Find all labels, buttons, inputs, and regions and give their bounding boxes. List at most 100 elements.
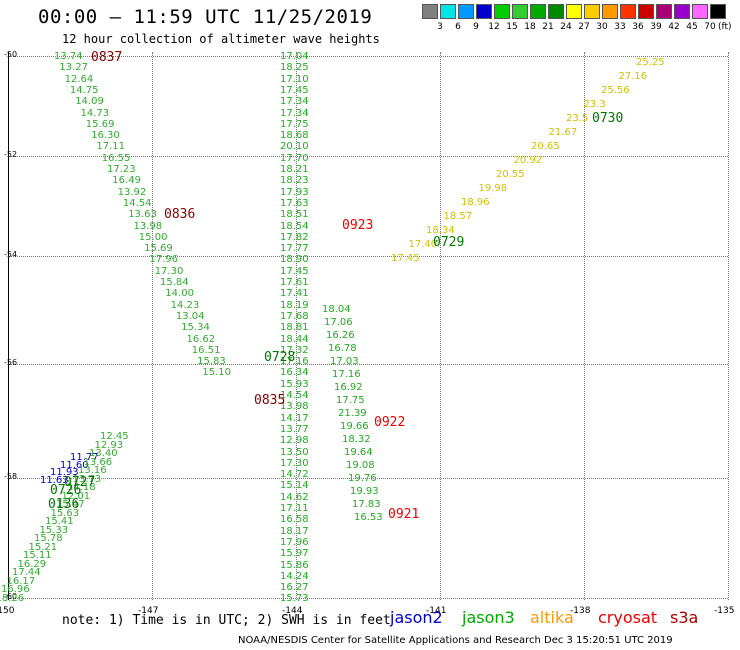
credit-line: NOAA/NESDIS Center for Satellite Applica… [238, 635, 673, 646]
swh-value: 17.03 [330, 356, 359, 367]
swh-value: 17.75 [336, 395, 365, 406]
lat-label: -54 [4, 250, 18, 259]
swh-value: 19.66 [340, 421, 369, 432]
swh-value: 14.62 [280, 491, 309, 503]
swh-value: 14.09 [75, 96, 104, 108]
swh-value: 14.24 [280, 570, 309, 582]
pass-time-label: 0836 [164, 207, 196, 222]
map-title: 00:00 – 11:59 UTC 11/25/2019 [38, 6, 373, 28]
swh-value: 18.51 [280, 209, 309, 221]
legend-label: 30 [596, 22, 608, 32]
lat-label: -52 [4, 150, 18, 159]
swh-value: 20.55 [496, 169, 525, 180]
pass-time-label: 0923 [342, 218, 374, 233]
swh-value: 25.56 [601, 85, 630, 96]
swh-value: 15.73 [280, 593, 309, 605]
satellite-name: jason3 [462, 608, 515, 627]
swh-value: 19.64 [344, 447, 373, 458]
satellite-name: altika [530, 608, 574, 627]
swh-value: 18.26 [0, 592, 25, 604]
legend-label: 21 [542, 22, 554, 32]
swh-value: 13.40 [89, 448, 118, 459]
map-subtitle: 12 hour collection of altimeter wave hei… [62, 32, 380, 46]
swh-value: 14.75 [69, 84, 99, 96]
swh-value: 17.06 [324, 317, 353, 328]
swh-value: 15.14 [280, 480, 309, 492]
legend-label: 45 [686, 22, 698, 32]
legend-swatch [494, 4, 510, 19]
meridian-line [440, 52, 441, 600]
swh-value: 16.17 [6, 575, 36, 587]
swh-value: 17.34 [280, 96, 309, 108]
swh-value: 16.26 [326, 330, 355, 341]
swh-value: 13.98 [133, 220, 163, 232]
swh-value: 13.16 [78, 465, 107, 476]
pass-time-label: 0837 [91, 50, 123, 65]
legend-swatch [530, 4, 546, 19]
swh-value: 13.66 [83, 456, 113, 468]
swh-value: 15.11 [23, 550, 52, 561]
swh-value: 17.75 [280, 118, 309, 130]
parallel-line [8, 156, 728, 157]
swh-value: 15.83 [197, 356, 226, 368]
legend-unit: (ft) [718, 22, 732, 32]
lon-label: -141 [426, 606, 447, 616]
swh-value: 21.67 [548, 127, 578, 138]
legend-label: 18 [524, 22, 536, 32]
swh-value: 17.45 [280, 265, 309, 277]
swh-value: 15.78 [34, 533, 63, 544]
swh-value: 16.78 [328, 343, 357, 354]
swh-value: 15.00 [138, 231, 168, 243]
swh-value: 20.10 [280, 141, 309, 153]
swh-value: 17.77 [280, 243, 309, 255]
swh-value: 18.81 [280, 322, 309, 334]
swh-value: 17.96 [280, 536, 309, 548]
swh-value: 15.63 [50, 507, 80, 519]
meridian-line [728, 52, 729, 600]
swh-value: 18.68 [280, 130, 309, 142]
pass-time-label: 0726 [50, 483, 82, 498]
swh-value: 15.10 [202, 367, 232, 379]
swh-value: 12.98 [280, 435, 309, 447]
legend-label: 3 [437, 22, 443, 32]
swh-value: 13.74 [54, 51, 83, 62]
swh-value: 18.32 [342, 434, 371, 445]
swh-value: 18.19 [280, 299, 309, 311]
swh-value: 14.18 [67, 482, 96, 493]
swh-value: 23.5 [566, 113, 589, 124]
legend-swatch [440, 4, 456, 19]
swh-value: 12.01 [61, 490, 91, 502]
legend-swatch [566, 4, 582, 19]
legend-label: 33 [614, 22, 626, 32]
swh-value: 18.21 [280, 164, 309, 175]
meridian-line [584, 52, 585, 600]
swh-value: 17.30 [280, 457, 309, 469]
swh-value: 15.86 [280, 559, 309, 571]
swh-value: 15.97 [280, 548, 309, 560]
legend-label: 12 [488, 22, 500, 32]
legend-swatch [656, 4, 672, 19]
map-frame [8, 52, 728, 600]
swh-value: 17.32 [280, 344, 309, 356]
lon-label: -144 [282, 606, 303, 616]
swh-value: 14.73 [80, 107, 110, 119]
parallel-line [8, 364, 728, 365]
swh-value: 27.16 [618, 71, 648, 82]
pass-time-label: 0921 [388, 507, 420, 522]
swh-value: 20.92 [513, 155, 543, 166]
swh-value: 17.30 [154, 265, 184, 277]
swh-value: 17.11 [96, 141, 126, 153]
swh-value: 17.83 [352, 499, 381, 510]
pass-time-label: 0728 [264, 350, 296, 365]
legend-swatch [692, 4, 708, 19]
swh-value: 15.34 [181, 322, 210, 334]
swh-value: 16.62 [186, 333, 216, 345]
swh-value: 15.21 [28, 541, 58, 553]
swh-value: 17.44 [12, 567, 41, 578]
swh-value: 18.57 [443, 211, 473, 222]
swh-value: 15.33 [39, 524, 69, 536]
swh-value: 13.63 [128, 209, 157, 221]
swh-value: 16.58 [280, 514, 309, 526]
swh-value: 14.54 [122, 197, 152, 209]
